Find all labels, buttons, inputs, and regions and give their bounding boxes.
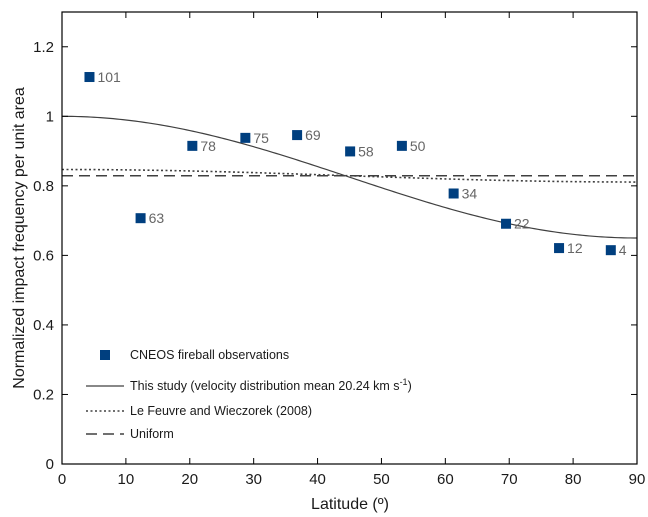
x-tick-label: 20	[181, 471, 198, 488]
data-point	[292, 130, 303, 141]
x-tick-label: 30	[245, 471, 262, 488]
data-label: 58	[358, 143, 374, 159]
y-axis-title: Normalized impact frequency per unit are…	[11, 87, 28, 389]
data-label: 101	[97, 69, 121, 85]
legend-label-dashed: Uniform	[130, 427, 174, 441]
series-line-dotted	[61, 168, 637, 183]
data-point	[240, 132, 251, 143]
y-tick-label: 0.4	[33, 317, 54, 334]
data-label: 34	[462, 185, 478, 201]
y-tick-label: 0.6	[33, 247, 54, 264]
data-point	[396, 140, 407, 151]
data-point	[501, 218, 512, 229]
data-label: 22	[514, 216, 530, 232]
data-point	[448, 188, 459, 199]
x-tick-label: 90	[629, 471, 646, 488]
data-label: 63	[149, 210, 165, 226]
legend-label-dotted: Le Feuvre and Wieczorek (2008)	[130, 404, 312, 418]
x-tick-label: 60	[437, 471, 454, 488]
data-label: 4	[619, 242, 627, 258]
series-line-solid	[61, 115, 638, 239]
y-tick-label: 0.2	[33, 386, 54, 403]
y-tick-label: 1	[46, 108, 54, 125]
x-axis-title: Latitude (º)	[311, 496, 389, 513]
data-label: 78	[200, 138, 216, 154]
model-lines	[61, 115, 638, 239]
observation-points: 101 63 78 75 69 58 50 34 22 12 4	[84, 69, 627, 258]
data-point	[187, 140, 198, 151]
legend-label-solid: This study (velocity distribution mean 2…	[130, 377, 412, 393]
x-tick-label: 0	[58, 471, 66, 488]
legend-marker-observations	[100, 350, 110, 360]
data-label: 69	[305, 127, 321, 143]
legend-label-observations: CNEOS fireball observations	[130, 348, 289, 362]
data-label: 50	[410, 138, 426, 154]
y-tick-label: 0.8	[33, 178, 54, 195]
plot-frame	[61, 11, 638, 465]
data-label: 75	[253, 130, 269, 146]
axes: 0 10 20 30 40 50 60 70 80 90 0 0.2 0.4 0.6 0.8 1 1.2	[33, 12, 645, 488]
y-tick-label: 0	[46, 456, 54, 473]
x-tick-label: 80	[565, 471, 582, 488]
x-tick-label: 10	[118, 471, 135, 488]
legend: CNEOS fireball observations This study (v…	[86, 348, 412, 441]
x-tick-label: 70	[501, 471, 518, 488]
data-label: 12	[567, 240, 583, 256]
y-tick-label: 1.2	[33, 39, 54, 56]
data-point	[605, 245, 616, 256]
x-tick-label: 40	[309, 471, 326, 488]
data-point	[554, 243, 565, 254]
data-point	[345, 146, 356, 157]
x-tick-label: 50	[373, 471, 390, 488]
data-point	[135, 213, 146, 224]
data-point	[84, 72, 95, 83]
